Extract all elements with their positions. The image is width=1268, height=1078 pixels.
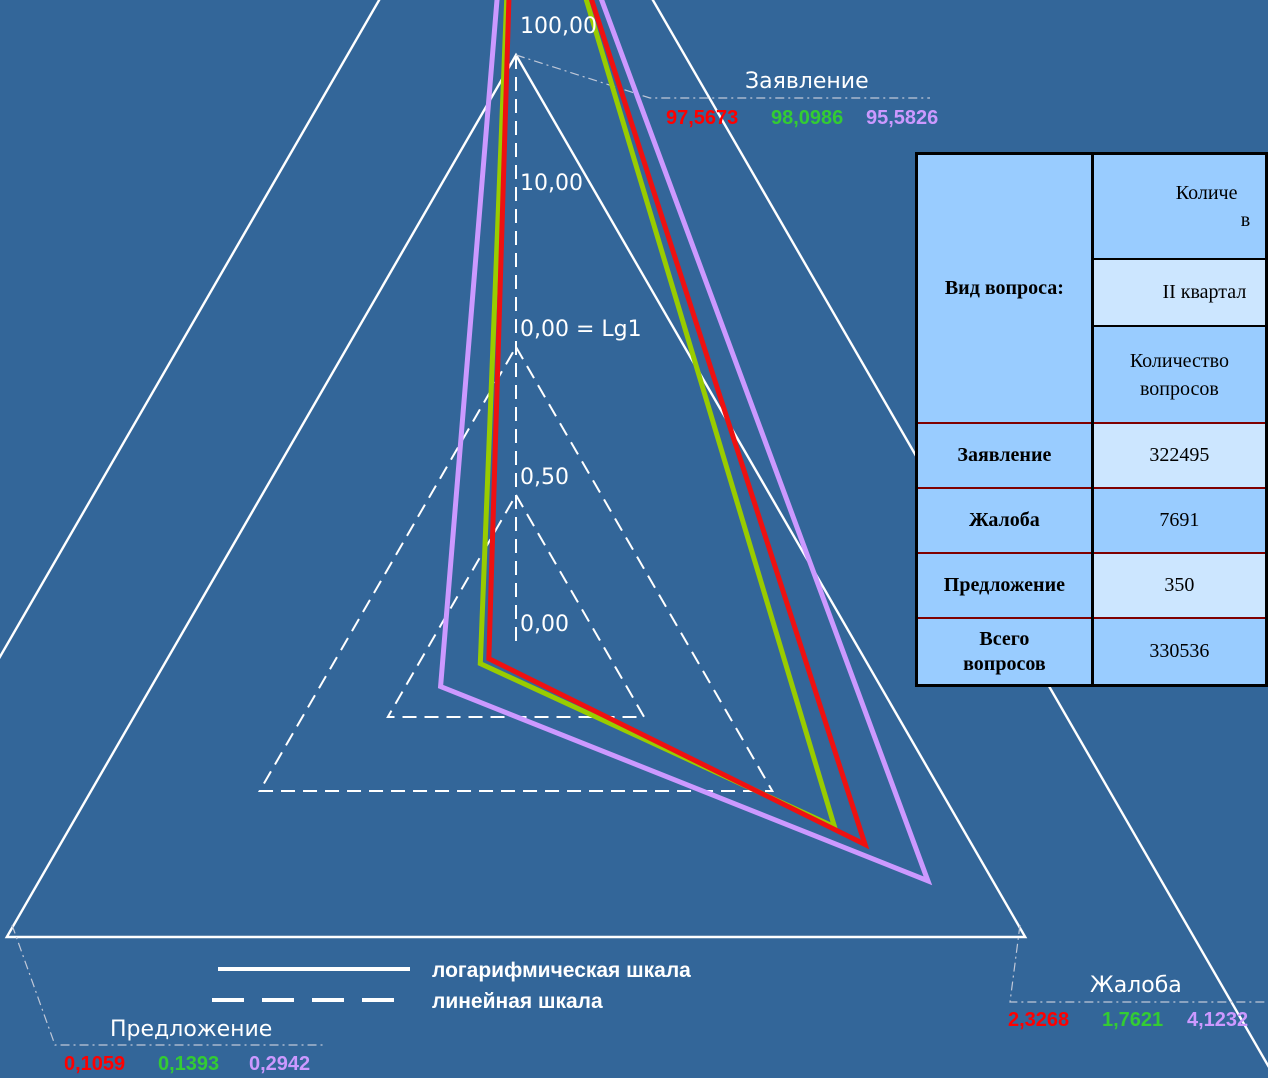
row-value: 350 <box>1092 552 1267 618</box>
value-zhaloba-red: 2,3268 <box>1008 1009 1069 1031</box>
axis-label-zayavlenie: Заявление <box>745 69 869 94</box>
legend-log-label: логарифмическая шкала <box>432 959 691 982</box>
row-label: Заявление <box>916 422 1094 488</box>
value-predlozhenie-purple: 0,2942 <box>249 1053 310 1075</box>
value-predlozhenie-red: 0,1059 <box>64 1053 125 1075</box>
value-zayavlenie-red: 97,5673 <box>666 107 738 129</box>
row-value: 330536 <box>1092 617 1267 686</box>
value-zhaloba-purple: 4,1232 <box>1187 1009 1248 1031</box>
leader-line-top <box>515 54 930 99</box>
header-main: Количе в <box>1092 153 1267 259</box>
value-zhaloba-green: 1,7621 <box>1102 1009 1163 1031</box>
axis-label-zhaloba: Жалоба <box>1090 973 1182 998</box>
leader-line-left <box>11 924 325 1046</box>
row-label: Всего вопросов <box>916 617 1094 686</box>
scale-label-0: 0,00 <box>520 612 569 637</box>
grid-ring-10 <box>4 52 1028 939</box>
scale-label-05: 0,50 <box>520 465 569 490</box>
header-quarter: II квартал <box>1092 258 1267 326</box>
grid-ring-1 <box>257 344 775 792</box>
leader-line-right <box>1009 924 1268 1003</box>
scale-label-100: 100,00 <box>520 14 597 39</box>
value-zayavlenie-purple: 95,5826 <box>866 107 938 129</box>
row-value: 7691 <box>1092 487 1267 553</box>
header-vid-voprosa: Вид вопроса: <box>916 153 1094 423</box>
header-count: Количество вопросов <box>1092 325 1267 423</box>
series-line-green <box>477 0 839 832</box>
value-zayavlenie-green: 98,0986 <box>771 107 843 129</box>
series-line-purple <box>437 0 933 886</box>
scale-label-10: 10,00 <box>520 171 583 196</box>
scale-label-lg1: 0,00 = Lg1 <box>520 317 642 342</box>
series-layer <box>437 0 933 886</box>
axis-label-predlozhenie: Предложение <box>110 1017 272 1042</box>
legend-linear-label: линейная шкала <box>432 990 603 1013</box>
series-line-red <box>486 0 870 850</box>
row-label: Жалоба <box>916 487 1094 553</box>
data-table: Вид вопроса: Количе в II квартал Количес… <box>915 152 1268 687</box>
row-label: Предложение <box>916 552 1094 618</box>
value-predlozhenie-green: 0,1393 <box>158 1053 219 1075</box>
row-value: 322495 <box>1092 422 1267 488</box>
